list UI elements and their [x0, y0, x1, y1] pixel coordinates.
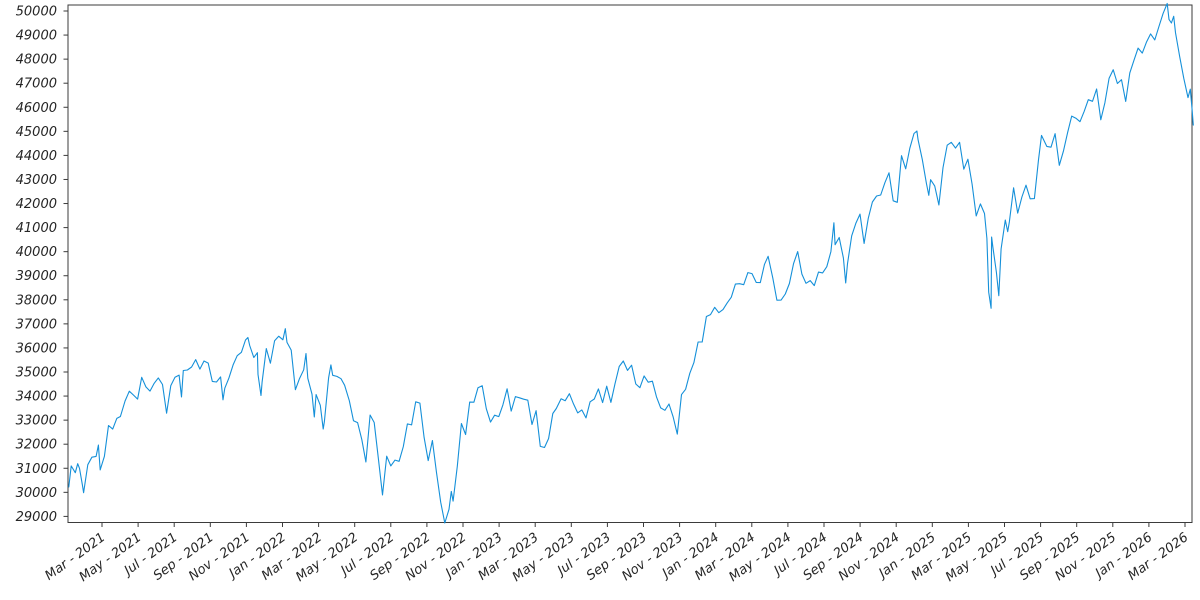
y-tick-label: 50000	[16, 5, 57, 20]
y-tick-label: 30000	[16, 486, 57, 501]
y-tick-label: 33000	[16, 414, 57, 429]
y-tick-label: 45000	[16, 125, 57, 140]
y-tick-label: 34000	[16, 390, 57, 405]
y-tick-label: 35000	[16, 366, 57, 381]
y-tick-label: 37000	[16, 317, 57, 332]
plot-area	[67, 4, 1193, 523]
series-group	[68, 2, 1194, 524]
y-tick-label: 48000	[16, 53, 57, 68]
price-line-series	[68, 2, 1194, 524]
y-tick-label: 36000	[16, 341, 57, 356]
y-tick-label: 49000	[16, 29, 57, 44]
y-tick-label: 41000	[16, 221, 57, 236]
y-tick-label: 42000	[16, 197, 57, 212]
y-tick-label: 46000	[16, 101, 57, 116]
y-tick-label: 32000	[16, 438, 57, 453]
y-tick-label: 43000	[16, 173, 57, 188]
y-axis: 29000 30000 31000 32000 33000 34000 35000 36000…	[16, 5, 68, 525]
y-tick-label: 31000	[16, 462, 57, 477]
y-tick-label: 44000	[16, 149, 57, 164]
y-tick-label: 47000	[16, 77, 57, 92]
y-tick-label: 40000	[16, 245, 57, 260]
y-tick-label: 38000	[16, 293, 57, 308]
plot-frame	[67, 4, 1193, 523]
y-tick-label: 39000	[16, 269, 57, 284]
y-tick-label: 29000	[16, 510, 57, 525]
